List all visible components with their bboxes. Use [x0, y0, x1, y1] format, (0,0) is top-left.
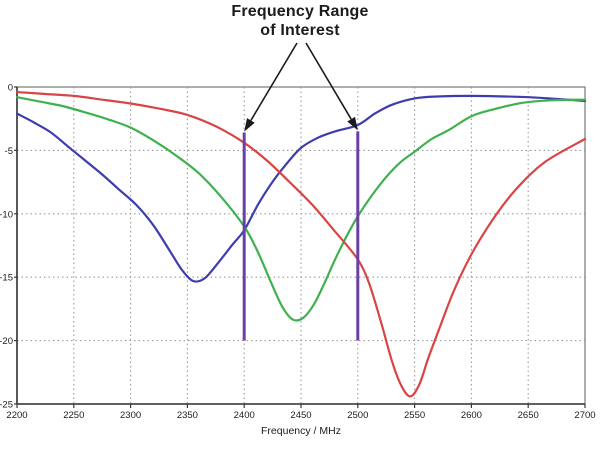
chart-title-line2: of Interest — [260, 22, 340, 39]
x-tick-label: 2600 — [461, 410, 482, 421]
x-tick-label: 2250 — [63, 410, 84, 421]
x-tick-label: 2700 — [574, 410, 595, 421]
red-curve — [15, 90, 587, 398]
x-tick-label: 2350 — [177, 410, 198, 421]
y-tick-label: -5 — [5, 146, 13, 157]
y-tick-label: -10 — [0, 209, 13, 220]
y-tick-label: -25 — [0, 400, 13, 411]
x-tick-label: 2650 — [518, 410, 539, 421]
y-tick-label: -20 — [0, 336, 13, 347]
x-tick-label: 2500 — [347, 410, 368, 421]
x-tick-label: 2300 — [120, 410, 141, 421]
x-tick-label: 2450 — [290, 410, 311, 421]
annotation-arrow-head — [244, 118, 255, 132]
x-axis-title: Frequency / MHz — [261, 425, 341, 437]
y-tick-label: 0 — [8, 83, 13, 94]
annotation-arrow-shaft — [305, 42, 352, 120]
green-curve — [15, 96, 587, 322]
y-tick-label: -15 — [0, 273, 13, 284]
chart-title-line1: Frequency Range — [231, 3, 369, 20]
chart-title: Frequency Range of Interest — [0, 2, 600, 40]
x-tick-label: 2200 — [6, 410, 27, 421]
annotation-arrow-shaft — [250, 42, 298, 121]
x-tick-label: 2550 — [404, 410, 425, 421]
x-tick-label: 2400 — [234, 410, 255, 421]
annotation-arrow-head — [347, 116, 358, 131]
